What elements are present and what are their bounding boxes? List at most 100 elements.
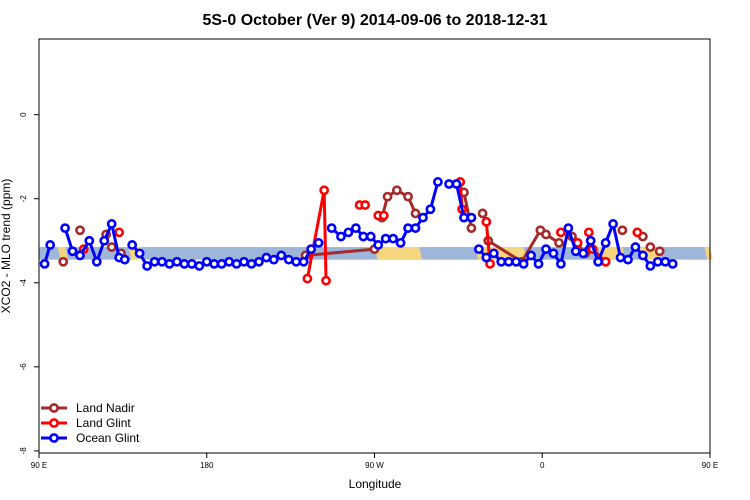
legend-item-land-glint: Land Glint (41, 416, 131, 430)
land-glint-point (600, 256, 611, 267)
ocean-glint-point (496, 256, 507, 267)
series-layer (39, 177, 678, 286)
ocean-glint-point (106, 219, 117, 229)
ocean-glint-point (410, 223, 421, 234)
land-nadir-point (75, 225, 85, 236)
ocean-glint-point (518, 258, 529, 269)
land-glint-point (378, 210, 389, 221)
land-nadir-point (382, 191, 393, 202)
ocean-glint-point (268, 254, 279, 265)
ocean-glint-point (533, 258, 544, 269)
x-tick-label: 90 E (702, 461, 718, 470)
land-nadir-point (554, 237, 564, 248)
ocean-glint-point (638, 250, 648, 261)
land-nadir-point (477, 208, 488, 219)
land-glint-point (555, 227, 566, 238)
legend-marker (49, 418, 59, 428)
land-glint-point (632, 227, 643, 238)
y-tick-label: -8 (19, 447, 28, 455)
ocean-glint-point (444, 179, 454, 189)
y-tick-label: -4 (19, 279, 28, 287)
ocean-glint-point (350, 223, 361, 234)
land-glint-point (583, 227, 594, 238)
ocean-glint-point (209, 258, 220, 269)
land-band-segment (374, 247, 423, 260)
ocean-glint-point (541, 244, 551, 255)
ocean-glint-point (608, 219, 618, 229)
legend-marker (49, 433, 59, 443)
x-tick-label: 0 (540, 461, 545, 470)
y-tick-label: 0 (19, 112, 28, 117)
y-tick-label: -6 (19, 363, 28, 371)
ocean-glint-point (358, 231, 369, 242)
land-nadir-point (58, 256, 69, 267)
ocean-glint-point (578, 248, 589, 259)
ocean-glint-point (473, 244, 484, 255)
ocean-glint-point (466, 212, 477, 223)
ocean-glint-point (403, 223, 413, 234)
ocean-glint-point (283, 254, 294, 265)
y-tick-label: -2 (19, 195, 28, 203)
ocean-glint-point (593, 256, 604, 267)
ocean-glint-point (261, 252, 272, 263)
land-nadir-point (645, 242, 656, 252)
ocean-glint-point (511, 256, 522, 267)
land-glint-line (305, 188, 328, 281)
ocean-glint-point (179, 258, 190, 269)
ocean-glint-point (157, 256, 167, 267)
ocean-glint-point (216, 258, 227, 269)
ocean-glint-point (488, 248, 499, 259)
ocean-glint-point (224, 256, 235, 267)
legend-item-land-nadir: Land Nadir (41, 401, 135, 415)
ocean-glint-point (91, 256, 102, 267)
legend-label: Land Nadir (76, 401, 135, 415)
ocean-glint-point (298, 256, 309, 267)
x-tick-label: 90 E (31, 461, 47, 470)
ocean-glint-point (67, 246, 78, 257)
land-band-segment (57, 247, 69, 260)
ocean-glint-point (276, 250, 287, 261)
ocean-glint-point (313, 237, 324, 248)
land-nadir-point (403, 191, 413, 202)
ocean-glint-point (481, 252, 492, 263)
x-tick-label: 180 (200, 461, 214, 470)
ocean-glint-point (418, 212, 428, 223)
land-nadir-point (410, 208, 421, 219)
ocean-glint-point (39, 258, 50, 269)
land-nadir-point (106, 242, 117, 252)
x-tick-label: 90 W (365, 461, 384, 470)
ocean-glint-point (451, 179, 462, 189)
land-nadir-line (305, 247, 375, 257)
ocean-glint-point (186, 258, 197, 269)
land-glint-point (321, 275, 331, 286)
land-glint-point (319, 185, 330, 196)
ocean-glint-point (425, 204, 436, 215)
ocean-glint-point (75, 250, 85, 261)
ocean-glint-point (201, 256, 212, 267)
ocean-glint-point (194, 261, 205, 271)
ocean-glint-point (246, 258, 257, 269)
ocean-glint-point (84, 235, 95, 246)
ocean-glint-point (127, 240, 138, 250)
ocean-glint-point (119, 254, 130, 265)
y-axis-label: XCO2 - MLO trend (ppm) (0, 179, 13, 314)
ocean-glint-point (563, 223, 574, 234)
plot-area (38, 38, 713, 454)
ocean-glint-point (149, 256, 160, 267)
land-glint-point (302, 273, 313, 284)
ocean-glint-point (365, 231, 376, 242)
ocean-glint-point (254, 256, 264, 267)
ocean-glint-point (459, 212, 469, 223)
land-nadir-point (466, 223, 477, 234)
y-axis: 0 -2 -4 -6 -8 (19, 112, 39, 455)
ocean-glint-point (306, 244, 317, 255)
ocean-glint-series (39, 177, 678, 271)
chart-title: 5S-0 October (Ver 9) 2014-09-06 to 2018-… (202, 12, 547, 29)
ocean-glint-point (548, 248, 559, 259)
land-nadir-point (541, 229, 551, 240)
ocean-glint-point (326, 223, 337, 234)
ocean-glint-point (142, 261, 153, 271)
ocean-glint-point (623, 254, 633, 265)
